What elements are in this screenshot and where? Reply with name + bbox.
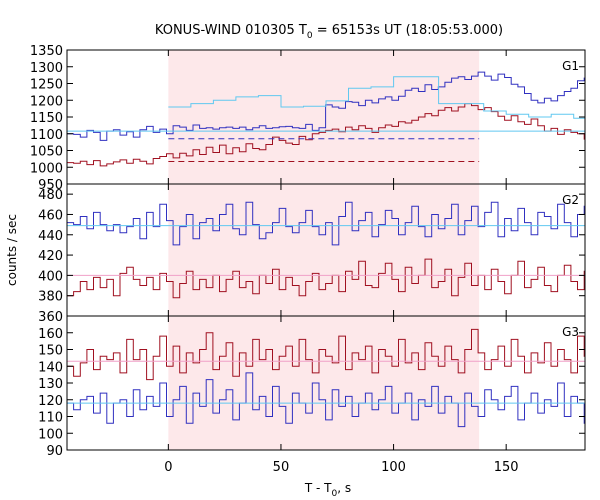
- g3-ytick-label: 150: [38, 344, 63, 359]
- g3-ytick-label: 110: [38, 411, 63, 426]
- xtick-label: 150: [494, 460, 519, 475]
- g2-ytick-label: 460: [38, 208, 63, 223]
- g1-ytick-label: 950: [38, 178, 63, 193]
- g2-ytick-label: 400: [38, 269, 63, 284]
- g2-ytick-label: 480: [38, 188, 63, 203]
- xtick-label: 100: [381, 460, 406, 475]
- g1-series-cyan-3: [168, 76, 585, 119]
- g3-ytick-label: 120: [38, 394, 63, 409]
- g2-ytick-label: 380: [38, 290, 63, 305]
- x-axis-label: T - T0, s: [304, 481, 351, 499]
- g1-panel-label: G1: [562, 59, 579, 73]
- g3-series-blue-1: [67, 372, 585, 428]
- g2-series-blue-0: [67, 201, 585, 246]
- g3-panel-label: G3: [562, 325, 579, 339]
- g2-series-red-1: [67, 258, 585, 299]
- chart-title: KONUS-WIND 010305 T0 = 65153s UT (18:05:…: [155, 23, 503, 41]
- g1-ytick-label: 1350: [30, 44, 63, 59]
- g1-highlight-band: [168, 50, 480, 184]
- g3-ytick-label: 100: [38, 427, 63, 442]
- xtick-label: 0: [164, 460, 172, 475]
- g2-ytick-label: 360: [38, 310, 63, 325]
- g1-ytick-label: 1250: [30, 78, 63, 93]
- g3-highlight-band: [168, 316, 480, 450]
- g1-ytick-label: 1050: [30, 145, 63, 160]
- y-axis-label: counts / sec: [5, 214, 19, 286]
- g2-ytick-label: 420: [38, 249, 63, 264]
- g1-ytick-label: 1200: [30, 94, 63, 109]
- g1-series-blue-0: [67, 71, 585, 141]
- g3-ytick-label: 90: [46, 444, 63, 459]
- g2-highlight-band: [168, 184, 480, 316]
- highlight-interval-layer: [168, 50, 480, 450]
- g1-ytick-label: 1300: [30, 61, 63, 76]
- g1-ytick-label: 1150: [30, 111, 63, 126]
- xtick-label: 50: [273, 460, 290, 475]
- g1-ytick-label: 1000: [30, 161, 63, 176]
- g2-ytick-label: 440: [38, 229, 63, 244]
- g3-ytick-label: 160: [38, 327, 63, 342]
- ticks-layer: 95010001050110011501200125013001350G1360…: [30, 44, 585, 475]
- g3-series-red-0: [67, 328, 585, 381]
- g3-ytick-label: 130: [38, 377, 63, 392]
- g1-series-red-1: [67, 103, 585, 167]
- g2-panel-label: G2: [562, 193, 579, 207]
- series-layer: [67, 71, 585, 428]
- g1-ytick-label: 1100: [30, 128, 63, 143]
- g3-ytick-label: 140: [38, 360, 63, 375]
